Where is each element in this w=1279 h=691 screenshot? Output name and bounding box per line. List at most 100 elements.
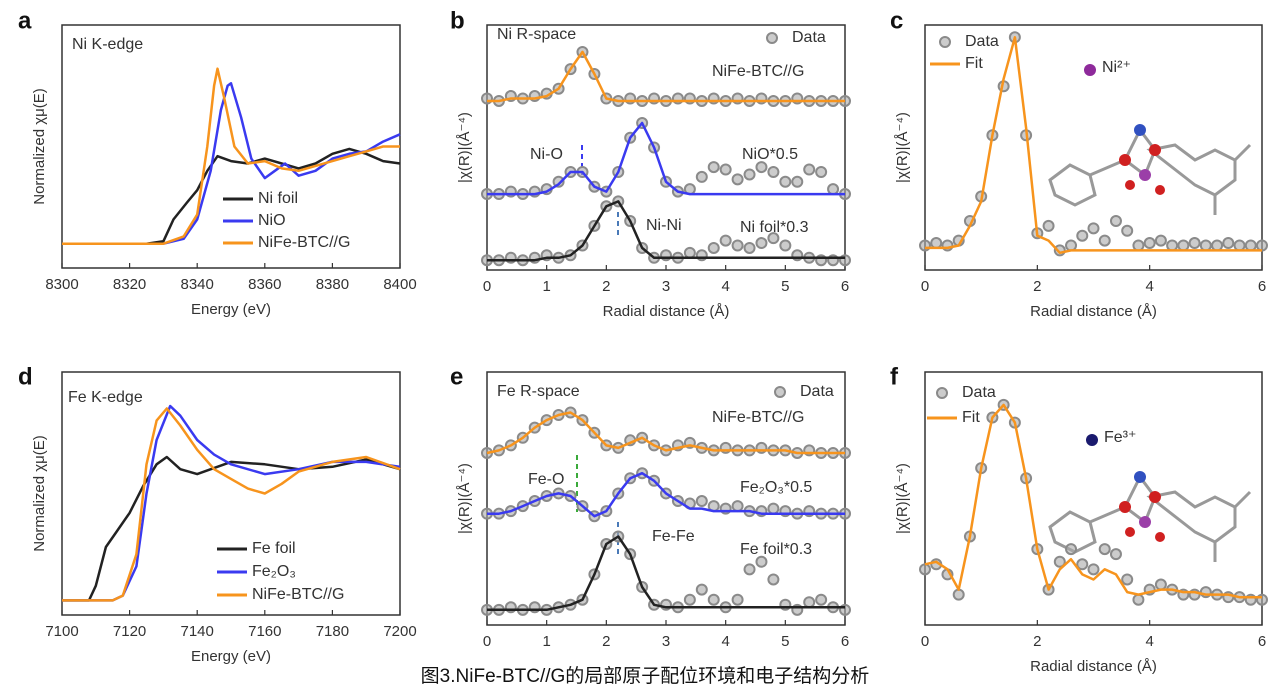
legend-label: Fe₂O₃ <box>252 563 296 580</box>
data-point <box>1257 241 1267 251</box>
data-point <box>792 177 802 187</box>
curve-label: NiO*0.5 <box>742 146 798 163</box>
data-point <box>1156 580 1166 590</box>
x-tick-label: 8300 <box>45 276 78 293</box>
data-point <box>709 243 719 253</box>
legend-label: Fit <box>965 55 983 72</box>
annotation: Fe-O <box>528 471 564 488</box>
data-line <box>62 149 400 244</box>
x-tick-label: 8340 <box>181 276 214 293</box>
x-tick-label: 7100 <box>45 623 78 640</box>
plot-frame <box>62 25 400 268</box>
x-tick-label: 5 <box>781 278 789 295</box>
data-point <box>756 238 766 248</box>
x-tick-label: 0 <box>921 633 929 650</box>
x-tick-label: 7180 <box>316 623 349 640</box>
molecule-atoms <box>1119 124 1165 542</box>
annotation: Ni²⁺ <box>1102 59 1131 76</box>
annotation: Ni K-edge <box>72 36 143 53</box>
legend-label: Data <box>965 33 999 50</box>
x-tick-label: 4 <box>1145 633 1153 650</box>
data-point <box>1133 595 1143 605</box>
legend-label: Fit <box>962 409 980 426</box>
data-point <box>1089 564 1099 574</box>
data-point <box>1089 223 1099 233</box>
annotation: Fe R-space <box>497 383 580 400</box>
annotation: Ni R-space <box>497 26 576 43</box>
data-point <box>780 241 790 251</box>
x-tick-label: 2 <box>1033 278 1041 295</box>
legend-symbol <box>767 33 777 43</box>
x-tick-label: 2 <box>1033 633 1041 650</box>
data-point <box>733 174 743 184</box>
x-tick-label: 6 <box>841 633 849 650</box>
x-tick-label: 6 <box>841 278 849 295</box>
data-point <box>1190 238 1200 248</box>
legend-symbol <box>940 37 950 47</box>
data-point <box>1156 236 1166 246</box>
y-axis-label: Normalized χμ(E) <box>31 435 48 552</box>
data-point <box>1111 549 1121 559</box>
data-point <box>1066 241 1076 251</box>
annotation: Fe-Fe <box>652 528 695 545</box>
x-axis-label: Radial distance (Å) <box>1030 658 1157 675</box>
data-point <box>685 595 695 605</box>
x-tick-label: 2 <box>602 633 610 650</box>
data-point <box>685 248 695 258</box>
data-point <box>816 167 826 177</box>
x-tick-label: 8380 <box>316 276 349 293</box>
x-tick-label: 8400 <box>383 276 416 293</box>
data-point <box>1178 241 1188 251</box>
data-point <box>1235 241 1245 251</box>
data-point <box>1246 241 1256 251</box>
x-tick-label: 6 <box>1258 633 1266 650</box>
annotation: Fe K-edge <box>68 389 143 406</box>
x-tick-label: 5 <box>781 633 789 650</box>
x-tick-label: 7160 <box>248 623 281 640</box>
x-tick-label: 7200 <box>383 623 416 640</box>
x-tick-label: 4 <box>721 633 729 650</box>
data-point <box>931 238 941 248</box>
x-tick-label: 6 <box>1258 278 1266 295</box>
panel-label: b <box>450 7 465 34</box>
caption: 图3.NiFe-BTC//G的局部原子配位环境和电子结构分析 <box>421 665 870 687</box>
x-axis-label: Radial distance (Å) <box>603 303 730 320</box>
x-axis-label: Radial distance (Å) <box>1030 303 1157 320</box>
ion-dot <box>1086 434 1098 446</box>
legend-symbol <box>937 388 947 398</box>
data-point <box>1212 241 1222 251</box>
data-point <box>721 165 731 175</box>
legend-label: Data <box>792 29 826 46</box>
curve-label: Ni foil*0.3 <box>740 219 809 236</box>
data-point <box>1100 236 1110 246</box>
legend-label: Data <box>962 384 996 401</box>
data-point <box>697 585 707 595</box>
data-point <box>828 184 838 194</box>
plot-frame <box>62 372 400 615</box>
panel-label: a <box>18 7 32 34</box>
data-point <box>733 501 743 511</box>
annotation: Ni-Ni <box>646 217 682 234</box>
data-point <box>816 595 826 605</box>
x-tick-label: 8360 <box>248 276 281 293</box>
data-point <box>1077 231 1087 241</box>
curve-label: NiFe-BTC//G <box>712 409 804 426</box>
x-tick-label: 7140 <box>181 623 214 640</box>
x-tick-label: 4 <box>1145 278 1153 295</box>
data-point <box>697 496 707 506</box>
data-point <box>745 169 755 179</box>
data-point <box>1066 544 1076 554</box>
data-line <box>62 69 400 244</box>
curve-label: Fe foil*0.3 <box>740 541 812 558</box>
data-point <box>954 590 964 600</box>
data-point <box>756 557 766 567</box>
x-tick-label: 8320 <box>113 276 146 293</box>
data-point <box>1167 241 1177 251</box>
data-point <box>745 243 755 253</box>
data-point <box>804 165 814 175</box>
data-point <box>756 162 766 172</box>
data-point <box>780 177 790 187</box>
y-axis-label: |χ(R)|(Å⁻⁴) <box>456 112 473 183</box>
data-point <box>768 574 778 584</box>
legend-label: NiO <box>258 212 286 229</box>
